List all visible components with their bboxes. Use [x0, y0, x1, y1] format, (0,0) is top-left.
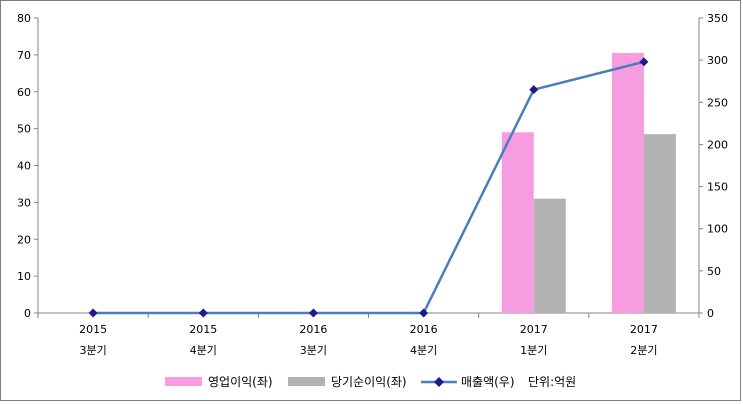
right-tick-label: 50 [707, 265, 721, 278]
axes [34, 17, 703, 318]
legend-label-operating-profit: 영업이익(좌) [208, 375, 273, 389]
left-tick-label: 10 [17, 270, 31, 283]
revenue-line-path [93, 60, 645, 315]
bars [501, 53, 676, 313]
legend-label-net-income: 당기순이익(좌) [331, 375, 407, 389]
revenue-line [88, 57, 649, 318]
revenue-point [639, 57, 649, 67]
right-tick-label: 200 [707, 138, 728, 151]
x-tick-label-quarter: 1분기 [520, 344, 547, 357]
revenue-point [419, 308, 429, 318]
revenue-point [308, 308, 318, 318]
left-tick-label: 20 [17, 233, 31, 246]
legend: 영업이익(좌) 당기순이익(좌) 매출액(우) 단위:억원 [165, 375, 576, 389]
right-tick-label: 0 [707, 307, 714, 320]
left-tick-label: 30 [17, 196, 31, 209]
bar-net-income [533, 198, 566, 313]
left-tick-label: 0 [24, 307, 31, 320]
revenue-point [198, 308, 208, 318]
left-tick-label: 80 [17, 12, 31, 25]
right-tick-label: 350 [707, 12, 728, 25]
left-tick-label: 60 [17, 86, 31, 99]
bar-operating-profit [501, 132, 534, 313]
bar-operating-profit [611, 53, 644, 313]
tick-labels: 0 10 20 30 40 50 60 70 80 0 50 100 150 200 250 300 350 20… [17, 12, 728, 357]
revenue-point [529, 85, 539, 95]
x-tick-label-year: 2015 [79, 323, 107, 336]
x-tick-label-year: 2016 [299, 323, 327, 336]
left-tick-label: 70 [17, 49, 31, 62]
x-tick-label-quarter: 3분기 [79, 344, 106, 357]
bar-net-income [643, 134, 676, 313]
right-tick-label: 100 [707, 223, 728, 236]
revenue-point [88, 308, 98, 318]
x-tick-label-year: 2017 [630, 323, 658, 336]
right-tick-label: 300 [707, 54, 728, 67]
left-tick-label: 40 [17, 160, 31, 173]
x-tick-label-quarter: 2분기 [630, 344, 657, 357]
x-tick-label-quarter: 4분기 [410, 344, 437, 357]
x-tick-label-year: 2015 [189, 323, 217, 336]
right-tick-label: 250 [707, 96, 728, 109]
x-tick-label-year: 2016 [410, 323, 438, 336]
right-tick-label: 150 [707, 181, 728, 194]
legend-marker-revenue [434, 377, 444, 387]
unit-note: 단위:억원 [528, 375, 576, 389]
x-tick-label-year: 2017 [520, 323, 548, 336]
x-tick-label-quarter: 3분기 [300, 344, 327, 357]
left-tick-label: 50 [17, 123, 31, 136]
legend-label-revenue: 매출액(우) [461, 375, 515, 389]
x-tick-label-quarter: 4분기 [190, 344, 217, 357]
legend-swatch-operating-profit [165, 377, 202, 386]
legend-swatch-net-income [288, 377, 325, 386]
